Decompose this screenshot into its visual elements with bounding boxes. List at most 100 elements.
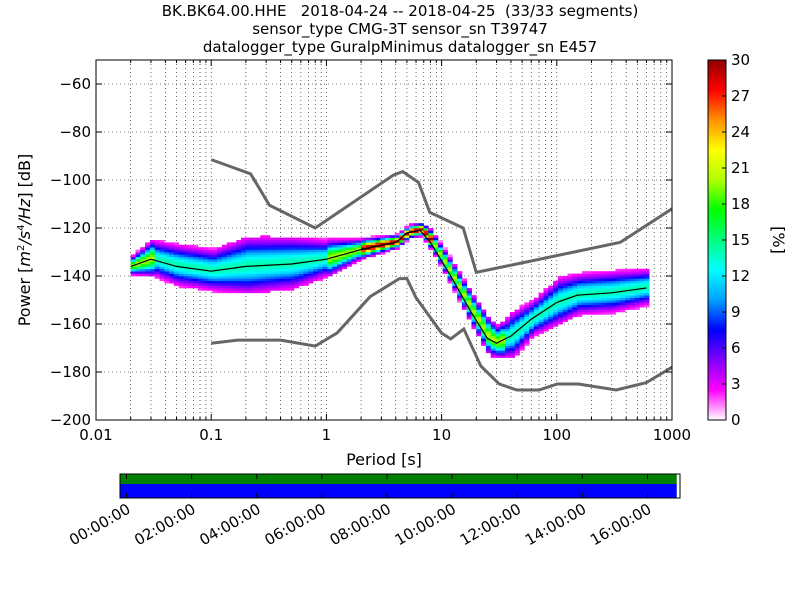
psd-cell bbox=[289, 242, 295, 246]
psd-cell bbox=[159, 268, 165, 272]
psd-cell bbox=[586, 271, 592, 274]
y-tick-label: −120 bbox=[50, 219, 91, 237]
psd-cell bbox=[581, 273, 588, 277]
psd-cell bbox=[519, 331, 525, 334]
psd-cell bbox=[375, 249, 381, 253]
psd-cell bbox=[485, 343, 492, 346]
psd-cell bbox=[265, 273, 271, 277]
psd-cell bbox=[183, 271, 189, 274]
psd-cell bbox=[197, 264, 204, 267]
psd-cell bbox=[581, 278, 588, 282]
psd-cell bbox=[193, 271, 199, 274]
psd-cell bbox=[452, 264, 458, 267]
psd-cell bbox=[145, 252, 151, 255]
psd-cell bbox=[615, 273, 621, 277]
psd-cell bbox=[169, 242, 175, 246]
psd-cell bbox=[529, 307, 535, 310]
psd-cell bbox=[221, 285, 228, 289]
psd-cell bbox=[524, 340, 530, 344]
psd-cell bbox=[284, 254, 290, 258]
psd-cell bbox=[601, 309, 607, 313]
psd-cell bbox=[389, 244, 396, 248]
psd-cell bbox=[509, 312, 516, 315]
psd-cell bbox=[394, 232, 400, 236]
psd-cell bbox=[236, 280, 242, 284]
psd-cell bbox=[553, 316, 559, 320]
psd-cell bbox=[317, 240, 324, 243]
psd-cell bbox=[169, 261, 175, 265]
psd-cell bbox=[169, 278, 175, 282]
psd-cell bbox=[193, 280, 199, 284]
psd-cell bbox=[303, 273, 309, 277]
psd-cell bbox=[538, 300, 544, 303]
psd-cell bbox=[370, 235, 376, 238]
psd-cell bbox=[178, 259, 184, 262]
psd-cell bbox=[581, 271, 588, 274]
psd-cell bbox=[413, 232, 420, 236]
psd-cell bbox=[164, 256, 170, 260]
psd-cell bbox=[586, 297, 592, 301]
psd-cell bbox=[543, 292, 549, 296]
psd-cell bbox=[557, 321, 564, 325]
psd-cell bbox=[639, 271, 645, 274]
psd-cell bbox=[226, 268, 232, 272]
psd-cell bbox=[562, 300, 568, 303]
psd-cell bbox=[207, 254, 213, 258]
psd-cell bbox=[149, 271, 156, 274]
psd-cell bbox=[207, 264, 213, 267]
psd-cell bbox=[591, 304, 597, 308]
psd-cell bbox=[485, 324, 492, 327]
psd-cell bbox=[202, 249, 208, 253]
psd-cell bbox=[317, 271, 324, 274]
psd-cell bbox=[505, 340, 511, 344]
psd-cell bbox=[212, 266, 218, 270]
psd-cell bbox=[514, 314, 520, 318]
psd-cell bbox=[159, 273, 165, 277]
psd-cell bbox=[188, 254, 194, 258]
psd-cell bbox=[457, 280, 463, 284]
psd-cell bbox=[178, 252, 184, 255]
psd-cell bbox=[308, 264, 314, 267]
psd-cell bbox=[279, 244, 285, 248]
psd-cell bbox=[265, 244, 271, 248]
psd-cell bbox=[308, 247, 314, 250]
psd-cell bbox=[250, 288, 256, 291]
psd-cell bbox=[437, 240, 444, 243]
psd-cell bbox=[332, 264, 338, 267]
psd-cell bbox=[236, 242, 242, 246]
psd-cell bbox=[308, 244, 314, 248]
psd-cell bbox=[269, 271, 276, 274]
psd-cell bbox=[274, 261, 280, 265]
psd-cell bbox=[322, 276, 328, 279]
psd-cell bbox=[370, 237, 376, 241]
psd-cell bbox=[289, 278, 295, 282]
psd-cell bbox=[581, 280, 588, 284]
psd-cell bbox=[553, 295, 559, 298]
psd-cell bbox=[322, 266, 328, 270]
psd-cell bbox=[361, 237, 367, 241]
psd-cell bbox=[471, 297, 477, 301]
psd-cell bbox=[634, 307, 640, 310]
psd-cell bbox=[188, 252, 194, 255]
psd-cell bbox=[269, 276, 276, 279]
psd-cell bbox=[639, 285, 645, 289]
psd-cell bbox=[457, 297, 463, 301]
psd-cell bbox=[500, 355, 506, 358]
psd-cell bbox=[476, 319, 482, 322]
psd-cell bbox=[461, 302, 468, 306]
psd-cell bbox=[169, 268, 175, 272]
psd-cell bbox=[634, 280, 640, 284]
psd-cell bbox=[217, 283, 223, 286]
psd-cell bbox=[557, 285, 564, 289]
psd-cell bbox=[178, 264, 184, 267]
psd-cell bbox=[202, 280, 208, 284]
psd-cell bbox=[308, 276, 314, 279]
psd-cell bbox=[265, 285, 271, 289]
psd-cell bbox=[327, 268, 333, 272]
psd-cell bbox=[356, 254, 362, 258]
psd-cell bbox=[236, 283, 242, 286]
psd-cell bbox=[385, 249, 391, 253]
psd-cell bbox=[591, 295, 597, 298]
psd-cell bbox=[389, 247, 396, 250]
psd-cell bbox=[553, 297, 559, 301]
